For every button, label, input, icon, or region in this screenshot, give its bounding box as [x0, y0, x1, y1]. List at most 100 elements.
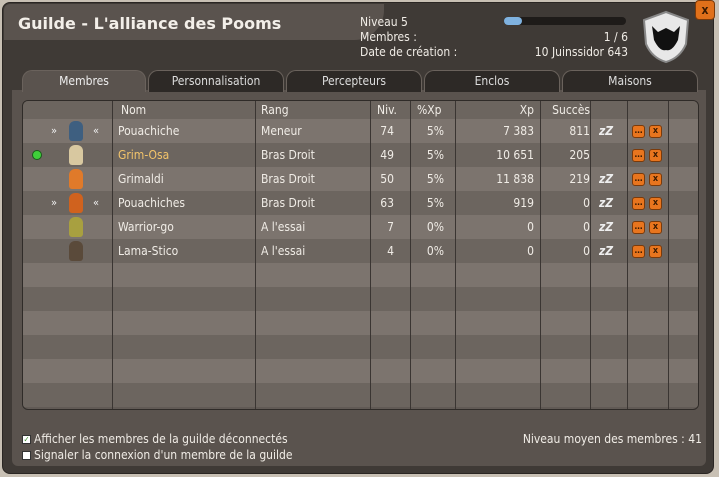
- column-divider: [370, 101, 371, 409]
- column-divider: [455, 101, 456, 409]
- member-options-button[interactable]: …: [632, 149, 645, 162]
- alignment-wing-icon: »: [51, 124, 58, 137]
- alignment-wing-icon: «: [93, 124, 100, 137]
- empty-row: [23, 311, 698, 335]
- column-divider: [540, 101, 541, 409]
- tab-bar: Membres Personnalisation Percepteurs Enclos…: [12, 70, 702, 92]
- header-xp[interactable]: Xp: [519, 103, 534, 117]
- away-zzz-icon: zZ: [599, 124, 614, 138]
- kick-member-button[interactable]: x: [649, 173, 662, 186]
- member-rank: Meneur: [261, 124, 302, 138]
- member-xp-pct: 5%: [426, 172, 444, 186]
- column-divider: [255, 101, 256, 409]
- show-offline-option[interactable]: ✓ Afficher les membres de la guilde décon…: [22, 432, 288, 446]
- member-success: 0: [583, 220, 590, 234]
- kick-member-button[interactable]: x: [649, 221, 662, 234]
- member-xp-pct: 5%: [426, 196, 444, 210]
- away-zzz-icon: zZ: [599, 196, 614, 210]
- members-table: Nom Rang Niv. %Xp Xp Succès » « Pouachiche…: [22, 100, 699, 410]
- member-level: 49: [380, 148, 394, 162]
- away-zzz-icon: zZ: [599, 220, 614, 234]
- empty-row: [23, 263, 698, 287]
- empty-row: [23, 287, 698, 311]
- member-name[interactable]: Grim-Osa: [118, 148, 170, 162]
- tab-enclos[interactable]: Enclos: [424, 70, 560, 92]
- guild-xp-bar: [504, 17, 626, 25]
- xp-fill: [504, 17, 523, 25]
- average-level: Niveau moyen des membres : 41: [522, 432, 702, 446]
- member-level: 63: [380, 196, 394, 210]
- guild-title: Guilde - L'alliance des Pooms: [18, 14, 282, 33]
- notify-checkbox[interactable]: [22, 451, 31, 460]
- member-level: 4: [387, 244, 394, 258]
- empty-row: [23, 359, 698, 383]
- date-value: 10 Juinssidor 643: [534, 45, 628, 59]
- member-rank: Bras Droit: [261, 196, 315, 210]
- member-success: 219: [569, 172, 590, 186]
- member-xp-pct: 0%: [426, 220, 444, 234]
- table-row[interactable]: Warrior-go A l'essai 7 0% 0 0 zZ … x: [23, 215, 698, 239]
- member-options-button[interactable]: …: [632, 221, 645, 234]
- header-level[interactable]: Niv.: [377, 103, 397, 117]
- away-zzz-icon: zZ: [599, 244, 614, 258]
- kick-member-button[interactable]: x: [649, 197, 662, 210]
- show-offline-label: Afficher les membres de la guilde déconn…: [34, 432, 288, 446]
- tab-maisons[interactable]: Maisons: [562, 70, 698, 92]
- empty-row: [23, 335, 698, 359]
- tab-membres[interactable]: Membres: [22, 70, 146, 92]
- member-level: 74: [380, 124, 394, 138]
- member-xp: 919: [513, 196, 534, 210]
- character-avatar: [69, 241, 83, 261]
- close-button[interactable]: x: [695, 0, 715, 20]
- table-row[interactable]: Grim-Osa Bras Droit 49 5% 10 651 205 … x: [23, 143, 698, 167]
- tab-personnalisation[interactable]: Personnalisation: [148, 70, 284, 92]
- kick-member-button[interactable]: x: [649, 245, 662, 258]
- notify-label: Signaler la connexion d'un membre de la …: [34, 448, 293, 462]
- kick-member-button[interactable]: x: [649, 149, 662, 162]
- table-row[interactable]: » « Pouachiche Meneur 74 5% 7 383 811 zZ … x: [23, 119, 698, 143]
- away-zzz-icon: zZ: [599, 172, 614, 186]
- table-row[interactable]: Grimaldi Bras Droit 50 5% 11 838 219 zZ … x: [23, 167, 698, 191]
- member-rank: Bras Droit: [261, 172, 315, 186]
- guild-info: Niveau 5 Membres : 1 / 6 Date de création…: [360, 15, 628, 60]
- column-divider: [112, 101, 113, 409]
- show-offline-checkbox[interactable]: ✓: [22, 435, 31, 444]
- member-success: 811: [569, 124, 590, 138]
- member-name[interactable]: Lama-Stico: [118, 244, 179, 258]
- member-rank: A l'essai: [261, 244, 306, 258]
- table-row[interactable]: » « Pouachiches Bras Droit 63 5% 919 0 zZ … x: [23, 191, 698, 215]
- column-divider: [627, 101, 628, 409]
- date-label: Date de création :: [360, 45, 458, 59]
- member-options-button[interactable]: …: [632, 245, 645, 258]
- member-options-button[interactable]: …: [632, 125, 645, 138]
- column-divider: [410, 101, 411, 409]
- notify-option[interactable]: Signaler la connexion d'un membre de la …: [22, 448, 293, 462]
- alignment-wing-icon: »: [51, 196, 58, 209]
- member-options-button[interactable]: …: [632, 197, 645, 210]
- header-name[interactable]: Nom: [121, 103, 147, 117]
- header-xp-pct[interactable]: %Xp: [417, 103, 442, 117]
- table-header: Nom Rang Niv. %Xp Xp Succès: [23, 101, 698, 119]
- member-options-button[interactable]: …: [632, 173, 645, 186]
- member-rank: Bras Droit: [261, 148, 315, 162]
- member-name[interactable]: Pouachiches: [118, 196, 185, 210]
- header-rank[interactable]: Rang: [261, 103, 289, 117]
- kick-member-button[interactable]: x: [649, 125, 662, 138]
- guild-level: Niveau 5: [360, 15, 408, 29]
- table-row[interactable]: Lama-Stico A l'essai 4 0% 0 0 zZ … x: [23, 239, 698, 263]
- member-xp-pct: 0%: [426, 244, 444, 258]
- alignment-wing-icon: «: [93, 196, 100, 209]
- member-xp-pct: 5%: [426, 148, 444, 162]
- online-indicator-icon: [32, 150, 42, 160]
- header-success[interactable]: Succès: [552, 103, 590, 117]
- member-xp-pct: 5%: [426, 124, 444, 138]
- member-name[interactable]: Pouachiche: [118, 124, 180, 138]
- member-xp: 10 651: [496, 148, 534, 162]
- member-success: 0: [583, 196, 590, 210]
- member-success: 0: [583, 244, 590, 258]
- member-name[interactable]: Warrior-go: [118, 220, 174, 234]
- guild-emblem-icon: [642, 10, 690, 64]
- character-avatar: [69, 145, 83, 165]
- tab-percepteurs[interactable]: Percepteurs: [286, 70, 422, 92]
- member-name[interactable]: Grimaldi: [118, 172, 164, 186]
